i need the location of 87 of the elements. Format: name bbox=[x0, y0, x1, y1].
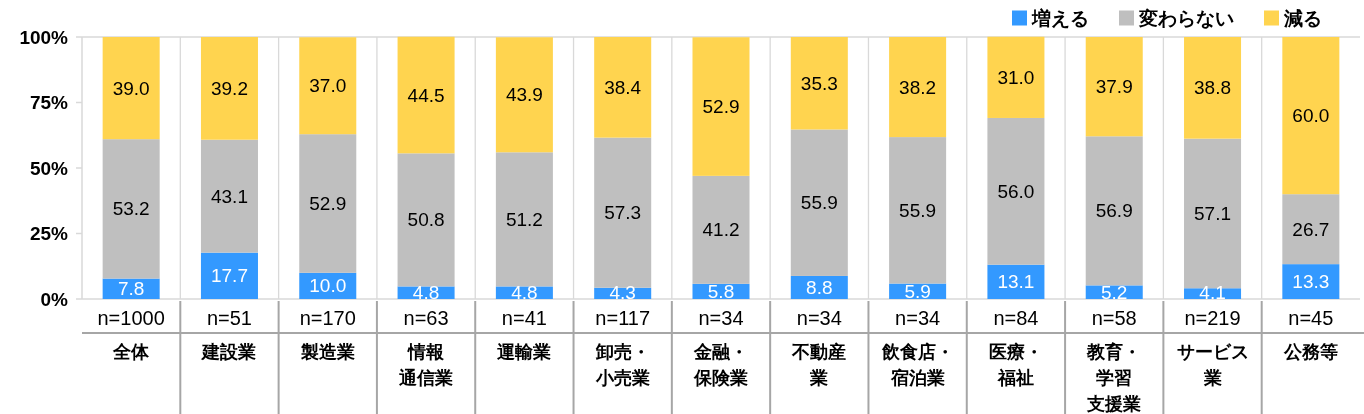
data-label: 39.2 bbox=[210, 77, 248, 99]
x-tick-label: n=84 医療・福祉 bbox=[988, 307, 1043, 388]
legend-label: 増える bbox=[1031, 8, 1089, 29]
x-tick-label: n=34 不動産業 bbox=[791, 307, 847, 388]
bar bbox=[987, 117, 1045, 265]
x-tick-label: n=34 金融・保険業 bbox=[693, 307, 748, 388]
data-label: 43.9 bbox=[505, 84, 543, 106]
data-label: 5.8 bbox=[707, 280, 735, 302]
legend-label: 減る bbox=[1283, 8, 1322, 29]
bar bbox=[692, 175, 750, 284]
bar bbox=[102, 139, 160, 279]
data-label: 53.2 bbox=[112, 198, 150, 220]
data-label: 13.3 bbox=[1292, 271, 1330, 293]
y-tick-label: 25% bbox=[29, 223, 69, 244]
bar bbox=[1184, 37, 1242, 139]
bar bbox=[1085, 136, 1143, 286]
bar bbox=[1282, 37, 1340, 195]
bar bbox=[987, 36, 1045, 118]
data-label: 55.9 bbox=[800, 192, 838, 214]
data-label: 56.9 bbox=[1095, 200, 1133, 222]
data-label: 35.3 bbox=[800, 72, 838, 94]
bar bbox=[889, 137, 947, 284]
data-label: 26.7 bbox=[1292, 218, 1330, 240]
data-label: 4.3 bbox=[609, 281, 636, 303]
y-tick-label: 75% bbox=[29, 92, 69, 113]
data-label: 60.0 bbox=[1292, 105, 1330, 127]
data-label: 41.2 bbox=[702, 219, 740, 241]
bar bbox=[299, 37, 357, 135]
data-label: 7.8 bbox=[117, 278, 145, 300]
x-tick-label: n=51 建設業 bbox=[200, 307, 257, 362]
data-label: 37.9 bbox=[1095, 76, 1133, 98]
bar bbox=[397, 153, 455, 287]
data-label: 4.1 bbox=[1199, 281, 1226, 303]
bar bbox=[594, 137, 652, 288]
data-label: 38.2 bbox=[899, 76, 937, 98]
data-label: 52.9 bbox=[309, 193, 347, 214]
data-label: 17.7 bbox=[210, 265, 248, 287]
x-tick-label: n=45 公務等 bbox=[1282, 307, 1338, 362]
data-label: 50.8 bbox=[407, 209, 445, 231]
data-label: 51.2 bbox=[505, 208, 543, 230]
data-label: 39.0 bbox=[112, 77, 150, 99]
data-label: 56.0 bbox=[997, 180, 1035, 202]
data-label: 57.1 bbox=[1194, 202, 1232, 224]
data-label: 5.9 bbox=[904, 280, 931, 302]
y-tick-label: 50% bbox=[29, 157, 69, 179]
data-label: 44.5 bbox=[407, 84, 445, 106]
data-label: 13.1 bbox=[997, 271, 1035, 293]
x-tick-label: n=58 教育・学習支援業 bbox=[1086, 307, 1142, 414]
data-label: 31.0 bbox=[997, 66, 1035, 88]
data-label: 4.8 bbox=[412, 281, 440, 303]
bar bbox=[495, 37, 553, 153]
legend-label: 変わらない bbox=[1138, 8, 1234, 29]
bar bbox=[299, 134, 357, 273]
bar bbox=[889, 37, 947, 138]
data-label: 38.8 bbox=[1194, 77, 1232, 99]
bar bbox=[790, 37, 848, 130]
data-label: 8.8 bbox=[806, 276, 833, 298]
data-label: 52.9 bbox=[702, 96, 740, 118]
data-label: 4.8 bbox=[511, 281, 538, 303]
data-label: 57.3 bbox=[604, 202, 642, 224]
bar bbox=[495, 152, 553, 287]
data-label: 5.2 bbox=[1101, 281, 1128, 303]
data-label: 37.0 bbox=[309, 75, 347, 97]
data-label: 55.9 bbox=[899, 199, 937, 221]
bar bbox=[200, 139, 258, 253]
data-label: 38.4 bbox=[604, 76, 642, 98]
y-tick-label: 0% bbox=[40, 288, 69, 310]
bar bbox=[102, 37, 160, 140]
bar bbox=[790, 129, 848, 276]
bar bbox=[1282, 194, 1340, 265]
x-tick-label: n=219 サービス業 bbox=[1176, 307, 1249, 388]
bar bbox=[200, 252, 258, 299]
x-tick-label: n=63 情報通信業 bbox=[398, 307, 454, 388]
bar bbox=[594, 37, 652, 138]
bar bbox=[1282, 264, 1340, 299]
x-tick-label: n=34 飲食店・宿泊業 bbox=[880, 307, 954, 388]
y-tick-label: 100% bbox=[19, 26, 69, 48]
data-label: 43.1 bbox=[210, 185, 248, 207]
bar bbox=[200, 37, 258, 140]
x-tick-label: n=41 運輸業 bbox=[496, 307, 552, 362]
x-tick-label: n=117 卸売・小売業 bbox=[594, 307, 651, 388]
x-tick-label: n=1000 全体 bbox=[97, 307, 165, 362]
bar bbox=[397, 36, 455, 154]
bar bbox=[1085, 37, 1143, 137]
x-tick-label: n=170 製造業 bbox=[299, 307, 356, 362]
bar bbox=[692, 37, 750, 176]
data-label: 10.0 bbox=[309, 275, 347, 297]
